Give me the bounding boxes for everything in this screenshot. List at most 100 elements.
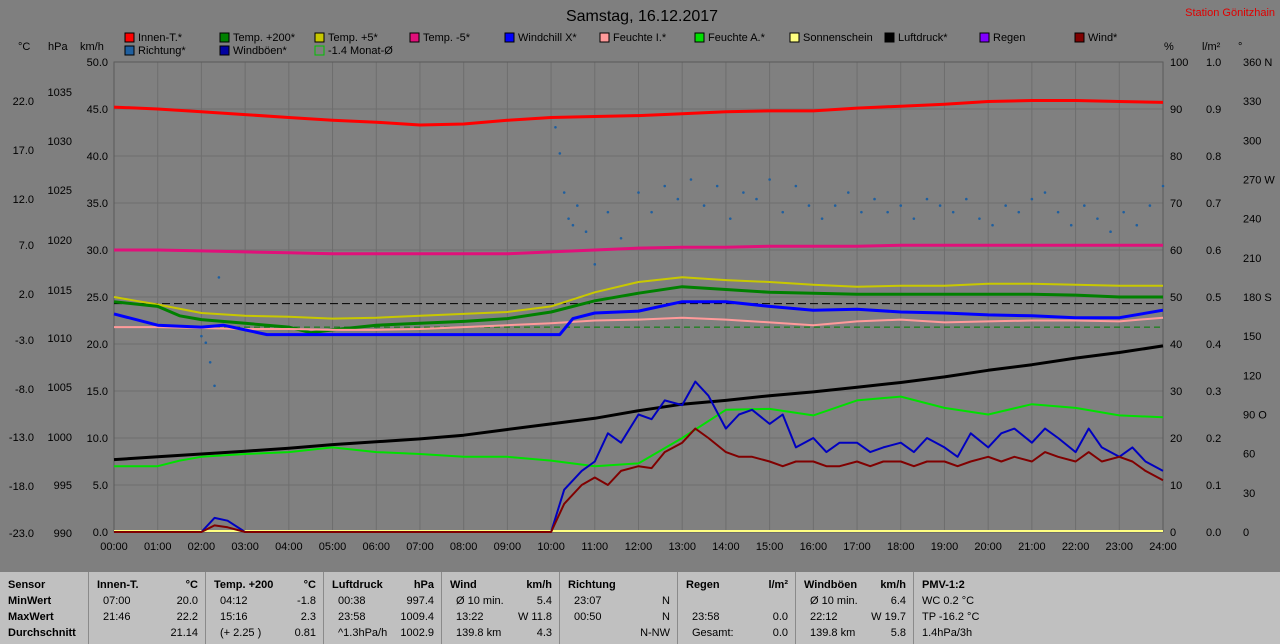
stats-panel: Sensor MinWert MaxWert Durchschnitt Inne… — [0, 572, 1280, 644]
y-tick-hpa: 1015 — [48, 285, 72, 297]
direction-point — [1122, 210, 1125, 214]
series-temp-5 — [114, 243, 1163, 256]
x-tick-label: 16:00 — [800, 541, 828, 553]
stats-cell-value: -1.8 — [297, 595, 316, 607]
legend-swatch — [124, 45, 135, 56]
x-tick-label: 10:00 — [537, 541, 565, 553]
legend-label: Temp. +200* — [233, 32, 296, 44]
direction-point — [873, 197, 876, 201]
x-tick-label: 02:00 — [188, 541, 216, 553]
direction-point — [606, 210, 610, 214]
direction-point — [886, 210, 889, 214]
direction-point — [676, 197, 680, 201]
stats-cell-value: N-NW — [640, 627, 670, 639]
y-tick-percent: 90 — [1170, 104, 1182, 116]
y-tick-deg: 180 S — [1243, 292, 1272, 304]
stats-label-avg: Durchschnitt — [8, 627, 76, 639]
stats-title: Innen-T. — [97, 579, 139, 591]
stats-cell-value: 6.4 — [890, 595, 906, 607]
stats-cell-value: 5.4 — [536, 595, 552, 607]
stats-cell-label: Ø 10 min. — [456, 595, 504, 607]
stats-cell-value: 20.0 — [176, 595, 198, 607]
y-tick-celsius: -3.0 — [15, 335, 34, 347]
stats-title: Luftdruck — [332, 579, 383, 591]
y-tick-hpa: 1035 — [48, 87, 72, 99]
legend-swatch — [409, 32, 420, 43]
legend-label: Sonnenschein — [803, 32, 873, 44]
y-tick-deg: 150 — [1243, 331, 1261, 343]
legend-swatch — [314, 32, 325, 43]
direction-point — [1017, 210, 1021, 214]
stats-cell-value: 21.14 — [170, 627, 198, 639]
legend-swatch — [979, 32, 990, 43]
y-tick-percent: 80 — [1170, 151, 1182, 163]
y-tick-deg: 0 — [1243, 527, 1249, 539]
direction-point — [1056, 210, 1060, 214]
stats-cell-label: Ø 10 min. — [810, 595, 858, 607]
stats-unit: l/m² — [768, 579, 788, 591]
unit-celsius: °C — [18, 41, 30, 53]
stats-cell-value: 1009.4 — [400, 611, 434, 623]
direction-point — [899, 204, 903, 207]
stats-title: Wind — [450, 579, 477, 591]
legend-label: -1.4 Monat-Ø — [328, 45, 393, 57]
series-wind — [114, 427, 1164, 533]
stats-cell-label: TP -16.2 °C — [922, 611, 980, 623]
stats-cell-value: 4.3 — [536, 627, 552, 639]
direction-point — [1083, 204, 1086, 207]
stats-cell-label: 139.8 km — [810, 627, 856, 639]
direction-point — [938, 204, 942, 207]
station-name: Station Gönitzhain — [1185, 7, 1275, 19]
y-tick-kmh: 10.0 — [87, 433, 108, 445]
stats-cell-label: 23:58 — [338, 611, 366, 623]
y-tick-lm2: 0.9 — [1206, 104, 1221, 116]
stats-unit: km/h — [526, 579, 552, 591]
y-tick-percent: 100 — [1170, 57, 1188, 69]
direction-point — [833, 204, 837, 207]
stats-cell-value: W 11.8 — [517, 611, 552, 623]
legend-label: Innen-T.* — [138, 32, 183, 44]
y-tick-hpa: 990 — [54, 528, 72, 540]
direction-point — [558, 152, 562, 155]
x-tick-label: 21:00 — [1018, 541, 1046, 553]
x-tick-label: 06:00 — [362, 541, 390, 553]
direction-point — [1135, 223, 1139, 227]
stats-cell-label: 1.4hPa/3h — [922, 627, 973, 639]
y-tick-celsius: -8.0 — [15, 384, 34, 396]
x-tick-label: 15:00 — [756, 541, 784, 553]
unit-percent: % — [1164, 41, 1174, 53]
legend-label: Luftdruck* — [898, 32, 948, 44]
y-tick-deg: 360 N — [1243, 57, 1272, 69]
direction-point — [1096, 217, 1099, 220]
direction-point — [562, 191, 566, 194]
direction-point — [208, 360, 212, 364]
y-tick-hpa: 1010 — [48, 333, 72, 345]
y-tick-deg: 210 — [1243, 253, 1261, 265]
stats-cell-value: 1002.9 — [400, 627, 434, 639]
stats-cell-label: WC 0.2 °C — [922, 595, 975, 607]
stats-cell-label: Gesamt: — [692, 627, 734, 639]
stats-column-regen: Regen l/m² 23:58 0.0 Gesamt: 0.0 — [677, 572, 796, 644]
x-tick-label: 24:00 — [1149, 541, 1177, 553]
direction-point — [807, 204, 811, 207]
stats-unit: hPa — [413, 579, 434, 591]
y-tick-lm2: 0.4 — [1206, 339, 1221, 351]
stats-cell-label: ^1.3hPa/h — [338, 627, 388, 639]
y-tick-kmh: 5.0 — [93, 480, 108, 492]
direction-point — [702, 204, 706, 207]
y-tick-percent: 20 — [1170, 433, 1182, 445]
y-tick-lm2: 0.0 — [1206, 527, 1221, 539]
unit-hpa: hPa — [48, 41, 68, 53]
x-tick-label: 05:00 — [319, 541, 347, 553]
stats-title: Regen — [686, 579, 720, 591]
stats-cell-label: 15:16 — [220, 611, 248, 623]
direction-point — [200, 334, 203, 338]
y-tick-celsius: -13.0 — [9, 432, 34, 444]
direction-point — [584, 230, 588, 234]
direction-point — [204, 341, 208, 344]
y-tick-lm2: 0.1 — [1206, 480, 1221, 492]
stats-cell-label: 00:38 — [338, 595, 366, 607]
direction-point — [663, 184, 667, 188]
stats-cell-value: 997.4 — [406, 595, 434, 607]
series-feuchte-a — [114, 395, 1164, 468]
